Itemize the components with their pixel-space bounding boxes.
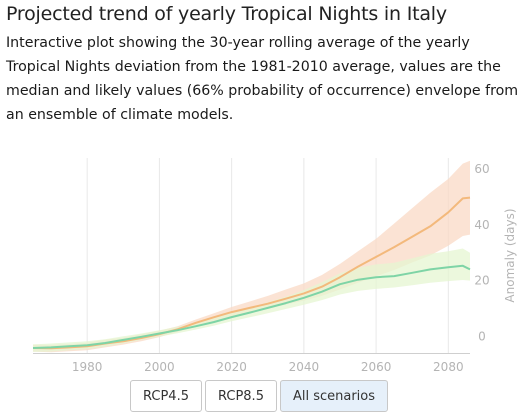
y-axis-label: Anomaly (days) [503, 208, 517, 302]
x-tick-label-2000: 2000 [144, 360, 175, 374]
uncertainty-bands [33, 160, 470, 353]
y-tick-label-20: 20 [474, 274, 489, 288]
y-tick-label-60: 60 [474, 162, 489, 176]
x-tick-label-2060: 2060 [361, 360, 392, 374]
median-lines [32, 196, 471, 350]
all-scenarios-button[interactable]: All scenarios [279, 380, 389, 412]
x-tick-label-2040: 2040 [289, 360, 320, 374]
y-tick-label-0: 0 [478, 329, 486, 343]
scenario-selector: RCP4.5 RCP8.5 All scenarios [130, 380, 389, 412]
rcp85-button[interactable]: RCP8.5 [204, 380, 277, 412]
band-series-2 [33, 248, 470, 352]
rcp45-button[interactable]: RCP4.5 [130, 380, 202, 412]
page-title: Projected trend of yearly Tropical Night… [6, 3, 447, 25]
x-tick-label-2020: 2020 [216, 360, 247, 374]
page-subtitle: Interactive plot showing the 30-year rol… [6, 35, 519, 123]
band-series-1 [33, 160, 470, 353]
x-tick-label-2080: 2080 [433, 360, 464, 374]
median-line-series-2 [32, 264, 471, 349]
y-tick-label-40: 40 [474, 218, 489, 232]
x-tick-label-1980: 1980 [72, 360, 103, 374]
